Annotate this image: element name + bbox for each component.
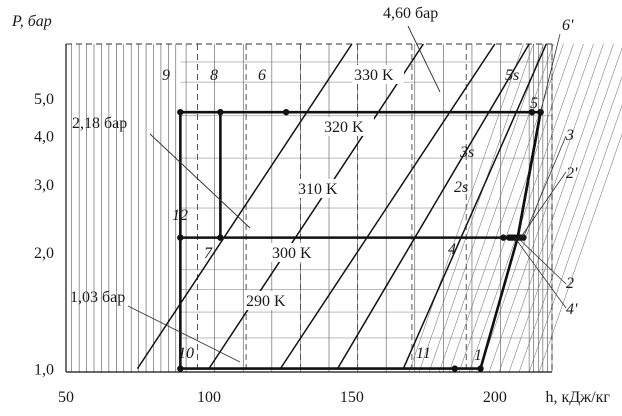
pressure-label: 2,18 бар (72, 115, 127, 132)
isotherm-label-bg (244, 291, 296, 310)
y-tick-label: 3,0 (34, 177, 54, 194)
leader-line (149, 133, 251, 229)
point-label-2: 2 (566, 275, 574, 292)
point-label-11: 11 (416, 345, 431, 362)
cycle-point-7 (217, 234, 224, 241)
cycle-point-8 (217, 108, 224, 116)
isotherm-label-bg (270, 243, 322, 262)
isotherm-label-bg (352, 65, 404, 84)
leader-line (523, 135, 567, 238)
x-tick-label: 100 (197, 389, 221, 406)
x-tick-label: 200 (483, 389, 507, 406)
y-axis-label: P, бар (11, 13, 52, 30)
grid-slant-line (498, 43, 614, 373)
grid-layer (66, 43, 622, 373)
grid-slant-line (538, 133, 622, 373)
point-label-6: 6 (258, 67, 266, 84)
leader-line (127, 305, 241, 363)
isotherm-layer (136, 43, 547, 370)
cycle-point-5s (528, 108, 536, 116)
leader-line (540, 33, 561, 113)
point-label-2s: 2s (454, 179, 468, 196)
leader-line (514, 237, 567, 309)
isotherm-line (336, 43, 530, 369)
point-label-12: 12 (172, 207, 188, 224)
isotherm-label: 310 K (298, 181, 338, 198)
point-label-3: 3 (565, 127, 574, 144)
leader-line (407, 25, 441, 93)
point-label-5s: 5s (505, 67, 519, 84)
point-label-4: 4 (448, 241, 456, 258)
cycle-point-12 (177, 234, 184, 241)
cycle-point-6 (282, 108, 290, 116)
y-tick-label: 1,0 (34, 362, 54, 379)
y-tick-label: 2,0 (34, 245, 54, 262)
point-label-10: 10 (178, 345, 194, 362)
x-tick-label: 50 (58, 389, 74, 406)
point-label-4p: 4' (566, 301, 578, 318)
isotherm-label: 300 K (272, 245, 312, 262)
point-label-1: 1 (474, 347, 482, 364)
leader-line (517, 237, 567, 285)
isotherm-label-bg (322, 117, 374, 136)
isotherm-line (402, 43, 547, 369)
pressure-label: 4,60 бар (383, 5, 438, 22)
axis-layer: 50 100 150 200 1,0 2,0 3,0 4,0 5,0 P, бар h, кДж/к… (11, 13, 610, 406)
isotherm-label-bg (296, 179, 348, 198)
grid-slant-line (528, 104, 622, 373)
cycle-point-10 (177, 365, 184, 372)
point-label-6p: 6' (562, 17, 574, 34)
point-label-9: 9 (162, 67, 170, 84)
x-tick-label: 150 (340, 389, 364, 406)
grid-slant-line (508, 47, 622, 373)
point-label-7: 7 (204, 245, 213, 262)
cycle-point-4 (500, 234, 507, 241)
cycle-point-6p (537, 108, 544, 116)
x-axis-label: h, кДж/кг (545, 389, 610, 406)
cycle-line (516, 111, 542, 238)
point-label-3s: 3s (459, 144, 474, 161)
point-label-8: 8 (210, 67, 218, 84)
isotherm-label: 290 K (246, 293, 286, 310)
point-label-5: 5 (530, 95, 538, 112)
label-layer: 1,03 бар 2,18 бар 4,60 бар 290 K 300 K 310 K 3… (70, 5, 578, 364)
cycle-point-9 (177, 108, 184, 116)
cycle-point-1 (477, 365, 484, 372)
y-tick-label: 4,0 (34, 129, 54, 146)
leader-line (520, 171, 567, 238)
cycle-line (479, 237, 519, 369)
cycle-layer (177, 108, 544, 372)
pressure-label: 1,03 бар (70, 289, 125, 306)
y-tick-label: 5,0 (34, 91, 54, 108)
grid-slant-line (518, 76, 622, 373)
cycle-point-11 (451, 365, 458, 372)
isotherm-label: 330 K (354, 67, 394, 84)
isotherm-line (136, 43, 353, 370)
isotherm-line (279, 43, 496, 370)
isotherm-label: 320 K (324, 119, 364, 136)
point-label-2p: 2' (566, 165, 578, 182)
isotherm-line (208, 43, 424, 370)
